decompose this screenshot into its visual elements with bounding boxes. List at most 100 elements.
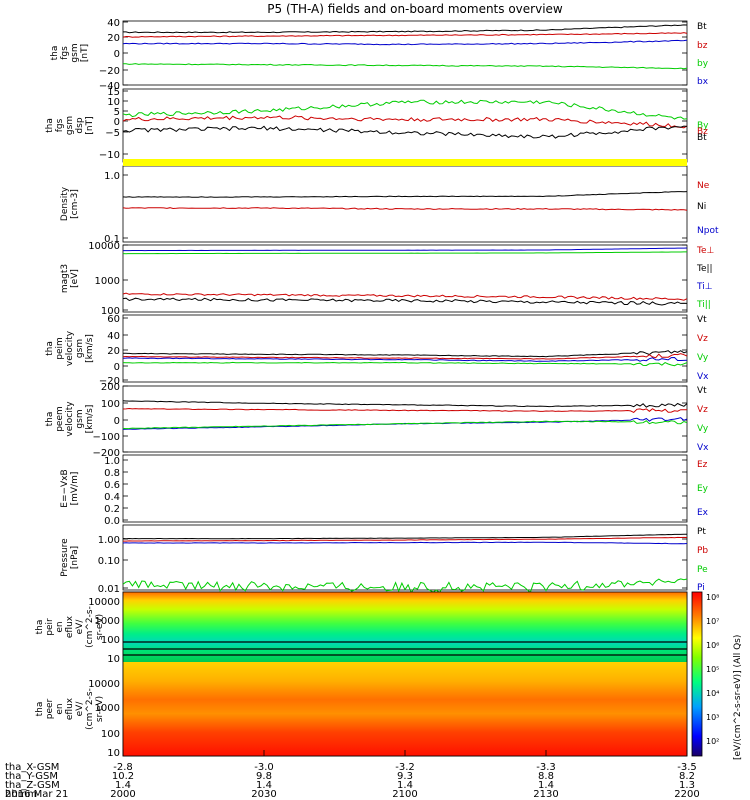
colorbar-scale [691,591,703,757]
ytick-label: −200 [93,448,120,459]
panel-ylabel-line: fgs [60,46,70,60]
legend-entry: Bt [697,133,707,143]
panel-ylabel-line: [km/s] [85,405,95,434]
panel-ylabel-line: gsm [65,116,75,135]
panel-ylabel-line: peem [55,406,65,432]
panel-ylabel-line: eflux [65,615,75,638]
extras-group [122,159,688,757]
ephemeris-row-label: tha_X-GSM [5,762,59,773]
ytick-label: 10000 [88,679,120,690]
ytick-label: −40 [99,81,120,92]
ytick-label: 0 [114,362,120,373]
ephemeris-value: 10.2 [112,771,134,782]
panel-ylabel-line: tha [45,412,55,427]
plot-date: 2016 Mar 21 [5,789,68,800]
panel-frame [122,244,688,313]
panel-ylabel-line: [nT] [80,44,90,62]
panel-ylabel-line: dsp [75,117,85,133]
ytick-label: −100 [93,432,120,443]
panel-6: E=−VxB [mV/m] 1.00.80.60.40.20.0 Ez Ey Ex [60,454,709,527]
panel-ylabel-line: [nPa] [70,546,80,569]
ytick-label: 100 [101,399,120,410]
ytick-label: 1.0 [104,171,120,182]
ytick-label: 1000 [95,276,120,287]
legend-entry: bz [697,41,708,51]
ytick-label: 0.2 [104,504,120,515]
panel-ylabel-line: peir [45,618,55,636]
colorbar: 10⁸ 10⁷ 10⁶ 10⁵ 10⁴ 10³ 10² [eV/(cm^2-s-sr-eV)… [691,591,743,760]
ytick-label: 20 [107,33,120,44]
legend-entry: Ni [697,202,706,212]
ytick-label: 0 [114,49,120,60]
ytick-label: 40 [107,18,120,29]
legend-entry: Npot [697,226,719,236]
legend-entry: Ti|| [696,300,711,310]
ytick-label: 10 [107,748,120,759]
ephemeris-value: 9.3 [397,771,413,782]
panel-ylabel-line: tha [45,341,55,356]
colorbar-tick-label: 10³ [706,713,719,722]
colorbar-tick-label: 10⁶ [706,641,719,650]
ytick-label: 1000 [95,703,120,714]
colorbar-tick-label: 10² [706,737,719,746]
panel-3: magt3 [eV] 10000 1000 100 Te⊥ Te|| Ti⊥ Ti|| [60,241,715,317]
panel-frame [122,165,688,243]
ytick-label: 100 [101,729,120,740]
ytick-label: 1.0 [104,456,120,467]
panel-4: tha peim velocity gsm [km/s] 60 40 20 0 −20 Vt Vz Vy… [45,314,709,387]
ephemeris-value: -3.2 [395,762,415,773]
ephemeris-value: 9.8 [256,771,272,782]
legend-entry: Te|| [696,264,713,274]
ephemeris-value: 1.3 [679,780,695,791]
ytick-label: 0.01 [98,584,120,595]
ytick-label: 1000 [95,616,120,627]
ephemeris-value: 1.4 [256,780,272,791]
panel-ylabel-line: velocity [65,401,75,437]
ephemeris-value: 8.8 [538,771,554,782]
ytick-label: 40 [107,331,120,342]
ephemeris-value: 1.4 [538,780,554,791]
legend-entry: Pi [697,583,705,593]
panel-ylabel-line: eV/ [75,619,85,635]
ytick-label: 0.0 [104,516,120,527]
series-line [122,191,688,198]
ephemeris-value: 2200 [674,789,699,800]
panel-frame [122,314,688,383]
legend-entry: Vt [697,386,707,396]
ytick-label: −20 [99,376,120,387]
ephemeris-value: -3.3 [536,762,556,773]
legend-entry: by [697,59,709,69]
ephemeris-value: -3.0 [254,762,274,773]
legend-entry: Pt [697,527,706,537]
ytick-label: 20 [107,346,120,357]
panel-ylabel-line: eV/ [75,701,85,717]
colorbar-tick-label: 10⁸ [706,593,719,602]
panel-frame [122,385,688,453]
colorbar-label: [eV/(cm^2-s-sr-eV)] (All Qs) [733,635,743,760]
panel-0: tha fgs gsm [nT] 40 20 0 −20 −40 Bt bz by bx [50,18,709,92]
ephemeris-value: 2130 [533,789,558,800]
ytick-label: 0.4 [104,492,120,503]
legend-entry: Pb [697,546,708,556]
panel-frame [122,88,688,163]
colorbar-tick-label: 10⁷ [706,617,719,626]
legend-entry: Pe [697,565,708,575]
panel-ylabel-line: [cm-3] [70,189,80,219]
series-line [123,24,688,34]
ytick-label: 100 [101,635,120,646]
panel-ylabel-line: Density [60,186,70,221]
ytick-label: 100 [101,306,120,317]
panel-frame [122,524,688,591]
panel-frame [122,20,688,86]
panel-ylabel-line: Pressure [60,538,70,577]
legend-entry: Vy [697,353,709,363]
panel-ylabel-line: en [55,703,65,714]
series-line [122,251,687,255]
legend-entry: Vx [697,443,709,453]
panel-frame [122,454,688,523]
ytick-label: 10000 [88,597,120,608]
panel-ylabel-line: [eV] [70,269,80,288]
